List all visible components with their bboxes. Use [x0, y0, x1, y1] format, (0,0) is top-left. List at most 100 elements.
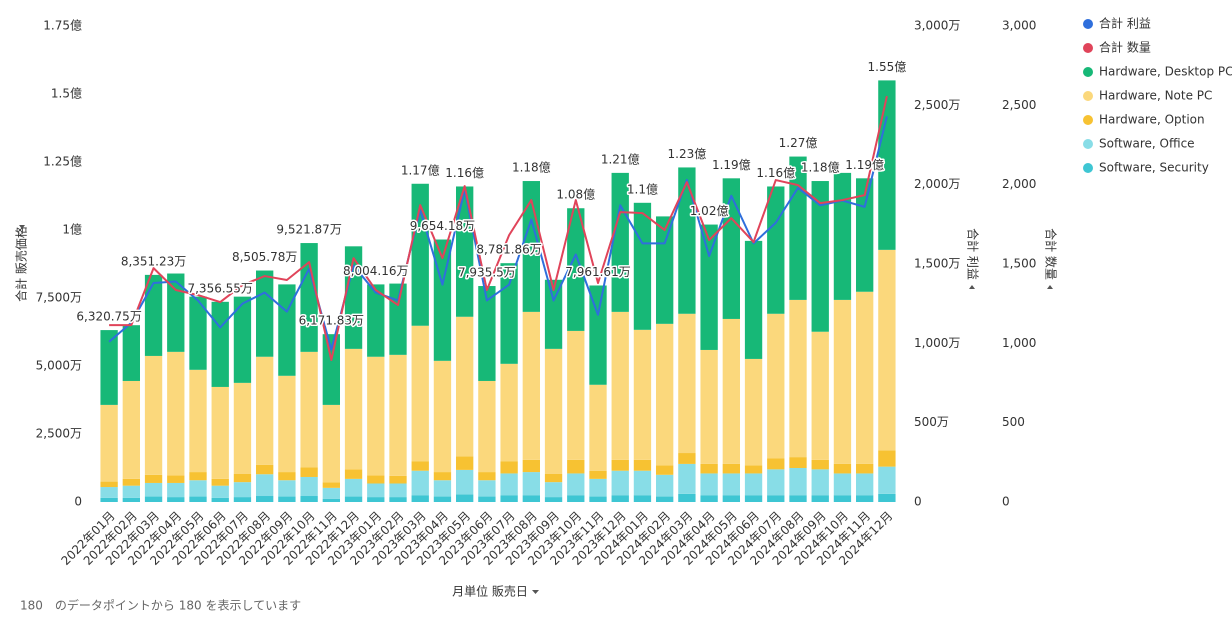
y-tick-label: 1.25億 — [43, 155, 82, 169]
bar-segment — [789, 495, 807, 502]
bar-segment — [856, 473, 874, 496]
bar-segment — [500, 473, 518, 496]
bar-segment — [256, 496, 274, 502]
bar-segment — [611, 172, 629, 312]
bar-segment — [456, 316, 474, 457]
bar-segment — [478, 496, 496, 502]
bar-segment — [567, 208, 585, 331]
bar-segment — [300, 351, 318, 468]
total-label: 6,320.75万 — [76, 310, 141, 324]
dropdown-caret — [969, 285, 975, 289]
dropdown-caret — [19, 225, 25, 229]
bar-segment — [500, 495, 518, 502]
x-axis-title[interactable]: 月単位 販売日 — [452, 584, 539, 599]
bar-segment — [878, 249, 896, 451]
bar-segment — [767, 313, 785, 459]
bar-segment — [389, 354, 407, 476]
legend-item[interactable]: Hardware, Desktop PC — [1083, 65, 1232, 79]
bar-segment — [544, 497, 563, 502]
bar-segment — [789, 299, 807, 458]
bar-segment — [611, 495, 629, 502]
bar-segment — [411, 461, 429, 471]
footer: 180 のデータポイントから 180 を表示しています — [20, 598, 301, 613]
bar-segment — [344, 469, 363, 479]
bar-segment — [633, 470, 652, 496]
bar-segment — [878, 493, 896, 502]
y-axis-title[interactable]: 合計 販売価格 — [14, 225, 29, 302]
bar-segment — [300, 243, 318, 352]
bar-segment — [678, 167, 696, 314]
total-label: 1.16億 — [756, 166, 795, 180]
legend-item[interactable]: Software, Security — [1083, 161, 1209, 175]
y-tick-label: 1億 — [62, 223, 82, 237]
bar-segment — [589, 478, 607, 497]
bar-segment — [278, 375, 296, 473]
dropdown-caret — [1047, 285, 1053, 289]
bar-segment — [744, 473, 763, 496]
bar-segment — [167, 482, 185, 498]
bar-segment — [167, 475, 185, 483]
total-label: 7,356.55万 — [187, 281, 252, 295]
bar-segment — [878, 80, 896, 250]
bar-segment — [144, 274, 163, 356]
legend-item[interactable]: Software, Office — [1083, 137, 1195, 151]
total-label: 9,521.87万 — [276, 223, 341, 237]
bar-segment — [656, 216, 674, 324]
bar-segment — [767, 458, 785, 470]
legend-swatch — [1083, 91, 1093, 101]
legend-item[interactable]: 合計 利益 — [1083, 16, 1151, 31]
y-tick-label: 1.5億 — [51, 87, 82, 101]
total-label: 1.1億 — [627, 182, 658, 196]
y-tick-label: 0 — [74, 495, 82, 509]
bar-segment — [122, 325, 140, 381]
bar-segment — [211, 485, 229, 498]
bar-segment — [433, 480, 452, 497]
bar-segment — [656, 465, 674, 475]
bar-segment — [300, 476, 318, 497]
legend-item[interactable]: 合計 数量 — [1083, 40, 1151, 55]
y2-tick-label: 500万 — [914, 415, 949, 429]
y3-tick-label: 1,500 — [1002, 257, 1036, 271]
legend-item[interactable]: Hardware, Option — [1083, 113, 1205, 127]
bar-segment — [700, 224, 718, 350]
legend-item[interactable]: Hardware, Note PC — [1083, 89, 1212, 103]
y2-tick-label: 2,500万 — [914, 98, 960, 112]
bar-segment — [878, 466, 896, 494]
bar-segment — [189, 296, 207, 370]
y3-tick-label: 2,500 — [1002, 98, 1036, 112]
bar-segment — [256, 464, 274, 475]
bar-segment — [233, 296, 252, 383]
bar-segment — [456, 469, 474, 495]
bar-segment — [478, 480, 496, 497]
bar-segment — [544, 348, 563, 474]
bar-segment — [833, 473, 852, 496]
bar-segment — [567, 330, 585, 460]
bar-segment — [478, 380, 496, 473]
bar-segment — [367, 475, 385, 484]
bar-segment — [811, 181, 829, 332]
bar-segment — [833, 299, 852, 464]
bar-segment — [122, 380, 140, 479]
bar-segment — [322, 404, 340, 483]
bar-segment — [367, 356, 385, 476]
legend-swatch — [1083, 163, 1093, 173]
bar-segment — [478, 472, 496, 481]
bar-segment — [767, 469, 785, 496]
bar-segment — [833, 463, 852, 474]
bar-segment — [322, 334, 340, 405]
bar-segment — [811, 459, 829, 470]
bar-segment — [189, 496, 207, 502]
bar-segment — [433, 496, 452, 502]
y-axis-title-text: 合計 販売価格 — [14, 226, 29, 302]
bar-segment — [767, 495, 785, 502]
total-label: 1.18億 — [512, 161, 551, 175]
total-label: 1.55億 — [868, 60, 907, 74]
bar-segment — [256, 270, 274, 357]
y3-axis-title[interactable]: 合計 数量 — [1044, 228, 1059, 289]
y2-axis-title[interactable]: 合計 利益 — [966, 228, 981, 289]
bar-segment — [656, 323, 674, 466]
bar-segment — [611, 459, 629, 471]
bar-segment — [589, 470, 607, 479]
